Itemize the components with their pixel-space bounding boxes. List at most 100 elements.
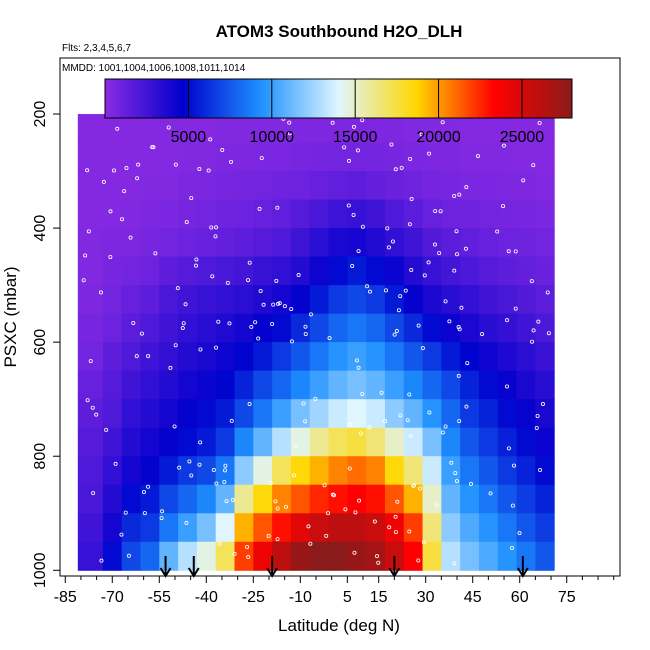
sample-point	[411, 483, 416, 488]
heatmap-cell	[441, 114, 461, 144]
heatmap-cell	[441, 313, 461, 343]
heatmap-cell	[366, 228, 386, 258]
sample-point	[398, 413, 403, 418]
sample-point	[456, 373, 461, 378]
heatmap-cell	[196, 370, 217, 400]
heatmap-cell	[272, 513, 292, 543]
sample-point	[261, 302, 266, 307]
heatmap-cell	[384, 142, 405, 172]
heatmap-cell	[460, 427, 480, 457]
heatmap-cell	[159, 484, 179, 514]
sample-point	[398, 294, 403, 299]
heatmap-cell	[140, 370, 160, 400]
sample-point	[181, 321, 186, 326]
heatmap-cell	[159, 399, 179, 429]
sample-point	[419, 132, 424, 137]
heatmap-cell	[497, 427, 518, 457]
heatmap-cell	[234, 285, 254, 315]
x-tick-label: 5	[343, 589, 352, 606]
sample-point	[177, 465, 182, 470]
heatmap-cell	[102, 199, 123, 229]
heatmap-cell	[422, 228, 442, 258]
heatmap-cell	[102, 342, 123, 372]
sample-point	[126, 553, 131, 558]
heatmap-cell	[516, 456, 536, 486]
heatmap-cell	[403, 399, 424, 429]
heatmap-cell	[272, 399, 292, 429]
sample-point	[214, 345, 219, 350]
heatmap-cell	[478, 370, 499, 400]
heatmap-cell	[77, 342, 104, 372]
heatmap-cell	[102, 313, 123, 343]
heatmap-cell	[516, 171, 536, 201]
sample-point	[183, 302, 188, 307]
heatmap-cell	[366, 456, 386, 486]
sample-point	[536, 319, 541, 324]
sample-point	[504, 384, 509, 389]
sample-point	[455, 252, 460, 257]
heatmap-cell	[460, 399, 480, 429]
heatmap-cell	[497, 171, 518, 201]
heatmap-cell	[140, 513, 160, 543]
heatmap-cell	[384, 171, 405, 201]
heatmap-cell	[159, 342, 179, 372]
heatmap-cell	[309, 484, 330, 514]
heatmap-cell	[347, 513, 367, 543]
heatmap-cell	[196, 114, 217, 144]
heatmap-cell	[460, 313, 480, 343]
heatmap-cell	[272, 342, 292, 372]
heatmap-cell	[178, 285, 198, 315]
sample-point	[287, 120, 292, 125]
heatmap-cell	[102, 114, 123, 144]
heatmap-cell	[478, 285, 499, 315]
heatmap-cell	[516, 342, 536, 372]
heatmap-cell	[441, 256, 461, 286]
heatmap-cell	[384, 114, 405, 144]
heatmap-cell	[384, 513, 405, 543]
heatmap-cell	[290, 228, 311, 258]
heatmap-cell	[121, 342, 141, 372]
heatmap-cell	[140, 427, 160, 457]
sample-point	[465, 361, 470, 366]
heatmap-cell	[535, 456, 555, 486]
heatmap-cell	[516, 484, 536, 514]
heatmap-cell	[460, 484, 480, 514]
y-axis: 200 400 600 800 1000	[32, 101, 60, 588]
sample-point	[457, 327, 462, 332]
heatmap-cell	[460, 256, 480, 286]
sample-point	[153, 251, 158, 256]
heatmap-cell	[215, 456, 236, 486]
sample-point	[475, 154, 480, 159]
heatmap-cell	[159, 256, 179, 286]
heatmap-cell	[441, 142, 461, 172]
heatmap-cell	[102, 399, 123, 429]
heatmap-cell	[422, 541, 442, 571]
x-tick-label: -40	[195, 589, 218, 606]
heatmap-cell	[347, 171, 367, 201]
heatmap-cell	[460, 541, 480, 571]
heatmap-cell	[441, 399, 461, 429]
sample-point	[434, 503, 439, 508]
heatmap-cell	[77, 427, 104, 457]
sample-point	[159, 516, 164, 521]
heatmap-cell	[478, 342, 499, 372]
heatmap-cell	[422, 142, 442, 172]
heatmap-cell	[403, 541, 424, 571]
heatmap-cell	[272, 427, 292, 457]
heatmap-cell	[215, 256, 236, 286]
heatmap-cell	[215, 484, 236, 514]
heatmap-cell	[196, 456, 217, 486]
heatmap-cell	[441, 285, 461, 315]
heatmap-cell	[309, 228, 330, 258]
heatmap-cell	[77, 171, 104, 201]
sample-point	[407, 529, 412, 534]
sample-point	[275, 537, 280, 542]
sample-point	[422, 273, 427, 278]
heatmap-cell	[497, 541, 518, 571]
sample-point	[452, 268, 457, 273]
sample-point	[88, 359, 93, 364]
sample-point	[180, 326, 185, 331]
sample-point	[222, 479, 227, 484]
heatmap-cell	[272, 456, 292, 486]
heatmap-cell	[121, 399, 141, 429]
